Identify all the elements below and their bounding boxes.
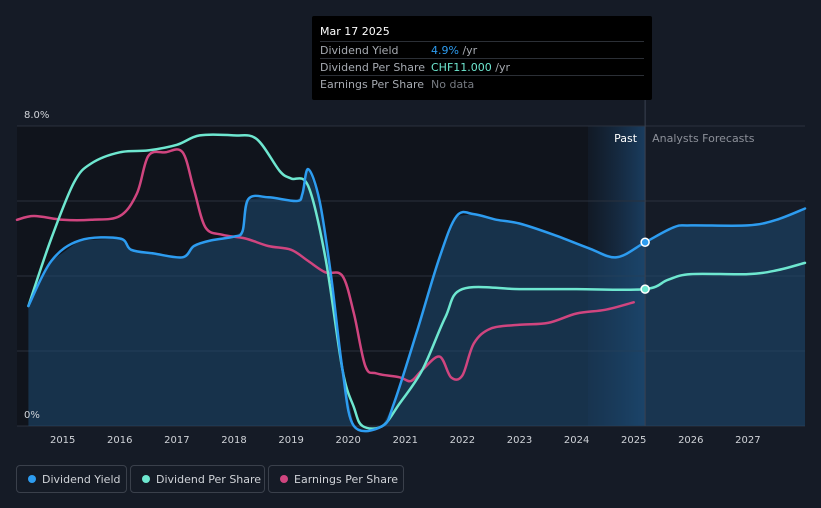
dividend-yield-line — [27, 167, 807, 433]
legend-label: Dividend Yield — [42, 473, 121, 486]
legend-dot-icon — [28, 475, 36, 483]
dividend-yield-value: 4.9% — [431, 44, 459, 57]
tooltip-unit: /yr — [491, 61, 511, 74]
x-tick-label: 2016 — [107, 435, 132, 446]
dividend-yield-marker — [640, 237, 650, 247]
legend-item-dividend-per-share[interactable]: Dividend Per Share — [130, 465, 265, 493]
x-tick-label: 2024 — [564, 435, 589, 446]
x-tick-label: 2021 — [393, 435, 418, 446]
x-tick-label: 2023 — [507, 435, 532, 446]
tooltip-row-dividend-yield: Dividend Yield 4.9% /yr — [320, 41, 644, 59]
tooltip-value: No data — [431, 78, 474, 91]
tooltip-value: CHF11.000 /yr — [431, 61, 510, 74]
earnings-per-share-line — [15, 148, 635, 383]
tooltip-label: Dividend Per Share — [320, 61, 426, 74]
legend-dot-icon — [280, 475, 288, 483]
x-tick-label: 2015 — [50, 435, 75, 446]
tooltip: Mar 17 2025 Dividend Yield 4.9% /yr Divi… — [312, 16, 652, 100]
earnings-per-share-value: No data — [431, 78, 475, 91]
y-tick-label: 8.0% — [24, 110, 49, 121]
tooltip-row-earnings-per-share: Earnings Per Share No data — [320, 75, 644, 93]
x-tick-label: 2027 — [735, 435, 760, 446]
forecast-label: Analysts Forecasts — [652, 132, 755, 145]
tooltip-label: Dividend Yield — [320, 44, 399, 57]
dividend-per-share-value: CHF11.000 — [431, 61, 492, 74]
x-tick-label: 2017 — [164, 435, 189, 446]
legend-label: Dividend Per Share — [156, 473, 262, 486]
tooltip-value: 4.9% /yr — [431, 44, 477, 57]
tooltip-date: Mar 17 2025 — [320, 25, 390, 38]
legend-item-dividend-yield[interactable]: Dividend Yield — [16, 465, 127, 493]
tooltip-label: Earnings Per Share — [320, 78, 425, 91]
tooltip-row-dividend-per-share: Dividend Per Share CHF11.000 /yr — [320, 58, 644, 76]
dividend-per-share-marker — [640, 284, 650, 294]
legend-label: Earnings Per Share — [294, 473, 399, 486]
x-tick-label: 2026 — [678, 435, 703, 446]
x-tick-label: 2019 — [278, 435, 303, 446]
dividend-yield-area — [28, 169, 805, 426]
x-tick-label: 2018 — [221, 435, 246, 446]
legend-item-earnings-per-share[interactable]: Earnings Per Share — [268, 465, 404, 493]
past-label: Past — [614, 132, 638, 145]
tooltip-unit: /yr — [458, 44, 478, 57]
x-tick-label: 2020 — [335, 435, 360, 446]
y-tick-label: 0% — [24, 410, 40, 421]
x-tick-label: 2022 — [450, 435, 475, 446]
x-tick-label: 2025 — [621, 435, 646, 446]
legend-dot-icon — [142, 475, 150, 483]
